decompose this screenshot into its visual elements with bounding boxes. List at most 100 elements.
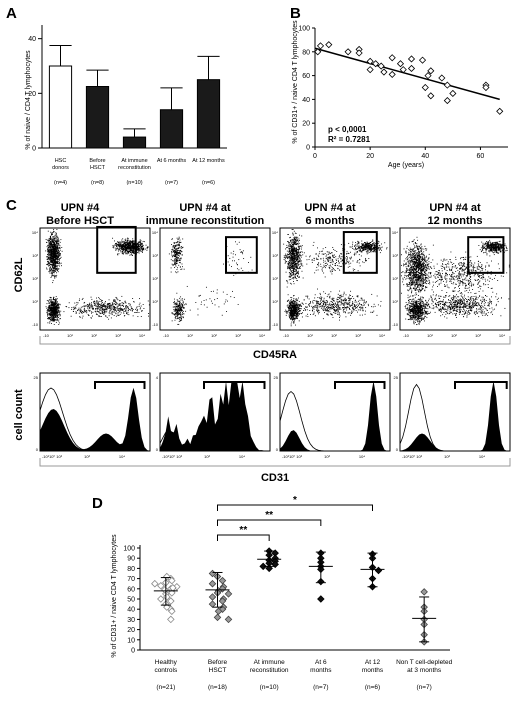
c-dot bbox=[329, 311, 331, 313]
c-dot bbox=[294, 263, 296, 265]
c-dot bbox=[182, 246, 184, 248]
c-dot bbox=[175, 254, 176, 255]
c-dot bbox=[50, 263, 52, 265]
c-dot bbox=[90, 303, 92, 305]
c-dot bbox=[292, 266, 294, 268]
c-dot bbox=[329, 307, 331, 309]
c-dot bbox=[295, 316, 297, 317]
c-dot bbox=[288, 305, 290, 307]
c-dot bbox=[292, 232, 294, 234]
c-dot bbox=[330, 308, 332, 310]
c-dot bbox=[177, 239, 179, 241]
c-dot bbox=[137, 249, 139, 251]
c-dot bbox=[348, 312, 350, 314]
c-dot bbox=[177, 310, 179, 312]
c-dot bbox=[315, 304, 317, 306]
c-dot bbox=[54, 311, 56, 312]
c-dot bbox=[130, 254, 132, 256]
c-dot bbox=[97, 302, 99, 304]
c-dot bbox=[293, 270, 295, 272]
c-dot bbox=[131, 250, 133, 252]
c-dot bbox=[49, 311, 51, 312]
c-dot bbox=[297, 314, 299, 316]
c-dot bbox=[122, 241, 124, 243]
c-dot bbox=[133, 240, 135, 242]
c-dot bbox=[50, 310, 51, 312]
c-dot bbox=[88, 302, 90, 304]
c-dot bbox=[339, 312, 341, 314]
c-dot bbox=[344, 299, 346, 301]
c-dot bbox=[326, 300, 328, 302]
c-dot bbox=[51, 260, 53, 261]
c-dot bbox=[108, 312, 110, 314]
c-dot bbox=[55, 248, 57, 250]
c-dot bbox=[118, 242, 120, 243]
c-dot bbox=[142, 245, 143, 247]
c-dot bbox=[59, 245, 61, 247]
c-dot bbox=[146, 247, 148, 249]
c-dot bbox=[330, 313, 331, 315]
c-dot bbox=[51, 305, 53, 307]
c-dot bbox=[340, 295, 342, 297]
c-dot bbox=[295, 300, 297, 302]
c-dot bbox=[133, 246, 135, 248]
c-dot bbox=[131, 247, 133, 249]
c-dot bbox=[51, 302, 53, 304]
c-dot bbox=[54, 255, 56, 257]
c-dot bbox=[49, 244, 51, 246]
c-dot bbox=[52, 311, 53, 313]
c-dot bbox=[292, 269, 294, 271]
c-dot bbox=[228, 264, 230, 266]
c-dot bbox=[343, 311, 345, 313]
c-dot bbox=[239, 249, 241, 251]
c-dot bbox=[74, 307, 76, 309]
c-dot bbox=[290, 308, 292, 310]
c-dot bbox=[55, 311, 57, 313]
c-dot bbox=[333, 304, 335, 306]
c-dot bbox=[92, 305, 94, 307]
c-dot bbox=[176, 308, 178, 310]
c-dot bbox=[126, 241, 128, 243]
c-dot bbox=[364, 313, 366, 315]
b-xlabel: Age (years) bbox=[388, 162, 424, 169]
c-dot bbox=[106, 304, 108, 306]
c-dot bbox=[121, 248, 123, 250]
c-dot bbox=[51, 307, 53, 309]
c-dot bbox=[176, 249, 178, 251]
c-dot bbox=[125, 249, 127, 251]
c-dot bbox=[54, 275, 56, 277]
c-dot bbox=[293, 309, 294, 311]
c-dot bbox=[53, 244, 55, 246]
c-dot bbox=[178, 317, 180, 319]
c-dot bbox=[303, 307, 305, 309]
c-dot bbox=[182, 304, 183, 306]
c-dot bbox=[55, 310, 57, 312]
c-dot bbox=[128, 247, 130, 249]
c-dot bbox=[290, 315, 292, 317]
c-dot bbox=[289, 259, 291, 261]
c-dot bbox=[317, 297, 319, 299]
c-dot bbox=[129, 246, 131, 248]
c-dot bbox=[173, 306, 175, 308]
c-dot bbox=[183, 307, 185, 309]
c-dot bbox=[352, 301, 354, 303]
c-dot bbox=[48, 308, 50, 310]
c-dot bbox=[324, 305, 326, 307]
c-dot bbox=[298, 313, 300, 314]
c-dot bbox=[298, 297, 299, 299]
c-dot bbox=[296, 256, 298, 258]
c-dot bbox=[49, 272, 51, 274]
c-dot bbox=[53, 249, 55, 251]
c-dotplot-xtick: -10 bbox=[163, 333, 170, 338]
c-dot bbox=[137, 243, 138, 245]
c-dot bbox=[182, 266, 183, 268]
c-dot bbox=[47, 315, 48, 317]
c-dot bbox=[291, 246, 293, 248]
c-dot bbox=[127, 310, 129, 312]
c-dot bbox=[337, 298, 339, 300]
c-dot bbox=[297, 251, 299, 253]
b-ytick-label: 20 bbox=[302, 121, 310, 128]
c-dot bbox=[124, 246, 126, 248]
c-dot bbox=[218, 306, 220, 308]
c-dot bbox=[291, 272, 293, 273]
